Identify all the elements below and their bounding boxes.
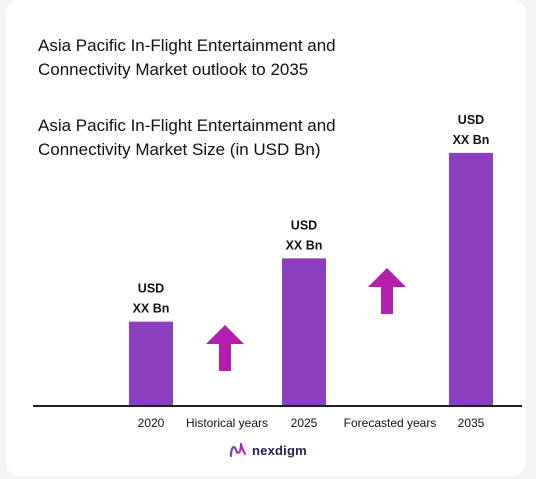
bar-2035 — [449, 152, 493, 406]
growth-arrow-up-icon-historical — [206, 325, 244, 371]
data-label-2020-2: XX Bn — [133, 302, 170, 316]
data-label-2025-2: XX Bn — [286, 238, 323, 252]
brand-logo: nexdigm — [228, 439, 307, 461]
interval-label-1: Historical years — [186, 416, 268, 430]
chart-title: Asia Pacific In-Flight Entertainment and… — [38, 116, 336, 159]
x-tick-2035: 2035 — [458, 416, 485, 430]
bar-2020 — [129, 321, 173, 406]
data-label-2025-1: USD — [291, 218, 317, 232]
data-label-2035-2: XX Bn — [453, 133, 490, 147]
data-label-2020-1: USD — [138, 282, 164, 296]
x-tick-2020: 2020 — [138, 416, 165, 430]
bar-2025 — [282, 258, 326, 406]
growth-arrow-up-icon-forecast — [368, 268, 406, 314]
page-title: Asia Pacific In-Flight Entertainment and… — [38, 36, 336, 79]
x-tick-2025: 2025 — [291, 416, 318, 430]
interval-label-2: Forecasted years — [344, 416, 437, 430]
brand-name: nexdigm — [252, 442, 307, 458]
chart-card — [6, 0, 526, 476]
nexdigm-logo-icon — [229, 442, 247, 458]
data-label-2035-1: USD — [458, 113, 484, 127]
